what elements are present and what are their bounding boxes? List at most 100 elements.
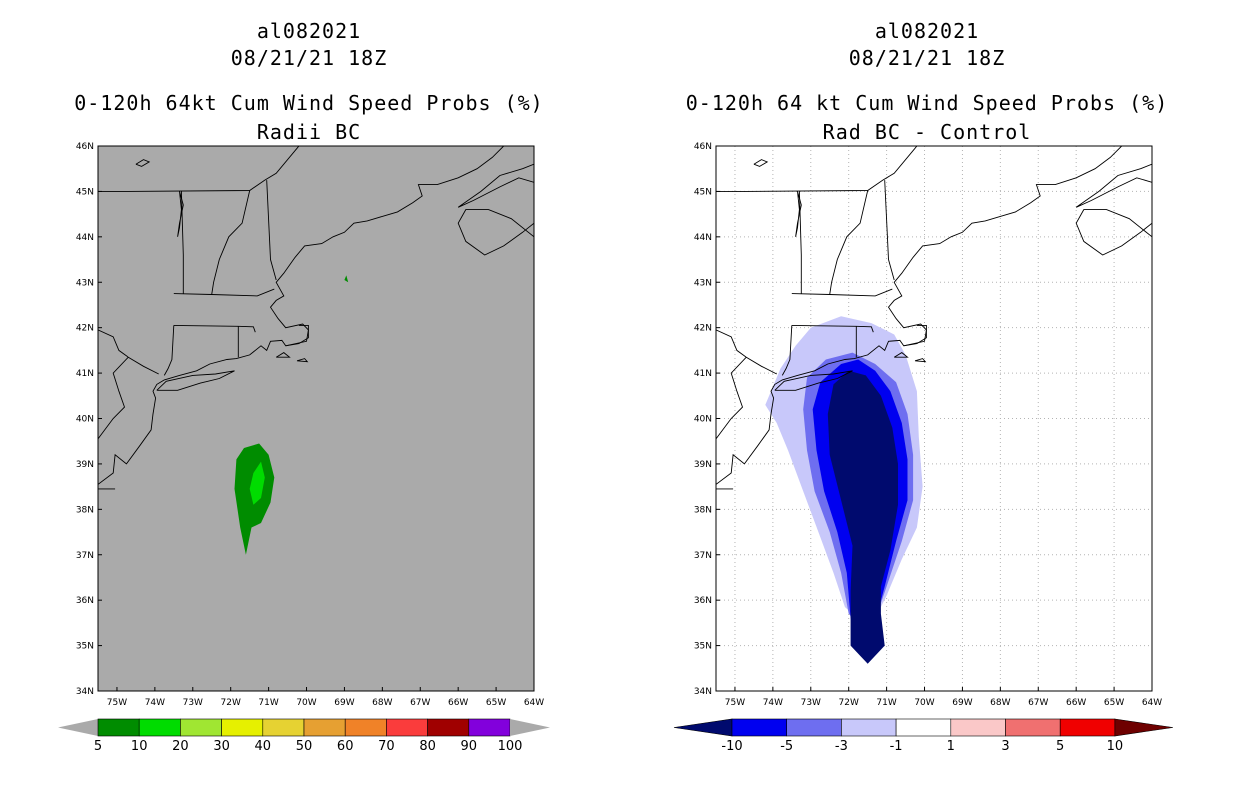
- lat-label: 37N: [76, 551, 94, 561]
- panel-rad-bc-control: al082021 08/21/21 18Z 0-120h 64 kt Cum W…: [618, 0, 1236, 800]
- lon-label: 69W: [334, 698, 354, 708]
- storm-id: al082021: [874, 19, 980, 43]
- lat-label: 35N: [76, 642, 94, 652]
- nantucket: [914, 358, 927, 363]
- lon-label: 71W: [258, 698, 278, 708]
- state-border: [798, 191, 802, 294]
- colorbar-swatch: [427, 718, 470, 737]
- state-border: [266, 180, 277, 281]
- colorbar-label: -3: [835, 739, 848, 754]
- state-border: [173, 288, 275, 297]
- lon-label: 69W: [952, 698, 972, 708]
- long-island: [774, 370, 853, 391]
- difference-contour-minus-10: [827, 370, 898, 664]
- colorbar-label: 10: [131, 739, 148, 754]
- lat-label: 40N: [76, 415, 94, 425]
- state-border: [791, 324, 874, 333]
- lon-label: 66W: [448, 698, 468, 708]
- lake: [753, 159, 769, 167]
- colorbar-label: 100: [498, 739, 523, 754]
- colorbar-swatch: [262, 718, 305, 737]
- colorbar-label: 60: [337, 739, 354, 754]
- forecast-datetime: 08/21/21 18Z: [848, 46, 1006, 70]
- plot-title: 0-120h 64kt Cum Wind Speed Probs (%): [74, 91, 544, 115]
- marthas-vineyard: [893, 352, 909, 358]
- colorbar-label: 70: [378, 739, 395, 754]
- plot-subtitle: Radii BC: [256, 120, 362, 144]
- lat-label: 40N: [694, 415, 712, 425]
- state-border: [716, 329, 777, 375]
- lat-label: 34N: [694, 687, 712, 697]
- colorbar-swatch: [344, 718, 387, 737]
- lon-label: 67W: [1028, 698, 1048, 708]
- colorbar-swatch: [786, 718, 842, 737]
- lon-label: 70W: [296, 698, 316, 708]
- lon-label: 75W: [725, 698, 745, 708]
- lat-label: 44N: [694, 233, 712, 243]
- coastline: [98, 146, 505, 485]
- colorbar-swatch: [1059, 718, 1116, 737]
- colorbar-swatch: [841, 718, 897, 737]
- lat-label: 46N: [694, 142, 712, 152]
- lat-label: 44N: [76, 233, 94, 243]
- lon-label: 74W: [763, 698, 783, 708]
- colorbar-swatch: [221, 718, 264, 737]
- probability-spot: [344, 275, 349, 283]
- lake-champlain: [177, 191, 184, 237]
- lat-label: 37N: [694, 551, 712, 561]
- long-island: [156, 370, 235, 391]
- lon-label: 64W: [524, 698, 544, 708]
- state-border: [716, 356, 747, 440]
- state-border: [716, 146, 918, 192]
- lon-label: 67W: [410, 698, 430, 708]
- lat-label: 42N: [76, 324, 94, 334]
- lon-label: 72W: [221, 698, 241, 708]
- map-content: [716, 146, 1152, 691]
- lon-label: 68W: [372, 698, 392, 708]
- colorbar-label: 90: [461, 739, 478, 754]
- lat-label: 38N: [694, 505, 712, 515]
- colorbar-swatch: [895, 718, 952, 737]
- plot-subtitle: Rad BC - Control: [822, 120, 1032, 144]
- colorbar-label: -1: [890, 739, 903, 754]
- colorbar-swatch: [950, 718, 1006, 737]
- state-border: [173, 324, 256, 333]
- colorbar-swatch: [468, 718, 511, 737]
- lat-label: 35N: [694, 642, 712, 652]
- lat-label: 34N: [76, 687, 94, 697]
- state-border: [781, 325, 793, 376]
- colorbar-label: -5: [780, 739, 793, 754]
- lon-label: 66W: [1066, 698, 1086, 708]
- lon-label: 74W: [145, 698, 165, 708]
- state-border: [180, 191, 184, 294]
- colorbar-swatch: [1005, 718, 1061, 737]
- panel-radii-bc: al082021 08/21/21 18Z 0-120h 64kt Cum Wi…: [58, 19, 550, 754]
- nova-scotia: [457, 209, 534, 256]
- state-border: [211, 190, 251, 295]
- probability-contour-10: [249, 461, 265, 505]
- lat-label: 38N: [76, 505, 94, 515]
- colorbar-label: 40: [255, 739, 272, 754]
- lon-label: 73W: [801, 698, 821, 708]
- colorbar-high-arrow: [1114, 718, 1173, 737]
- lake-champlain: [795, 191, 802, 237]
- colorbar-label: 30: [213, 739, 230, 754]
- lon-label: 72W: [839, 698, 859, 708]
- state-border: [791, 288, 893, 297]
- colorbar-swatch: [138, 718, 181, 737]
- state-border: [884, 180, 895, 281]
- nova-scotia-coast: [457, 163, 534, 208]
- cape-cod: [903, 324, 927, 347]
- lat-label: 41N: [694, 369, 712, 379]
- lon-label: 70W: [914, 698, 934, 708]
- lat-label: 39N: [76, 460, 94, 470]
- map-content: [98, 146, 534, 555]
- colorbar-swatch: [180, 718, 222, 737]
- lon-label: 73W: [183, 698, 203, 708]
- state-border: [98, 329, 159, 375]
- storm-id: al082021: [256, 19, 362, 43]
- cape-cod: [285, 324, 309, 347]
- colorbar-label: -10: [721, 739, 742, 754]
- colorbar-swatch: [97, 718, 140, 737]
- lon-label: 71W: [876, 698, 896, 708]
